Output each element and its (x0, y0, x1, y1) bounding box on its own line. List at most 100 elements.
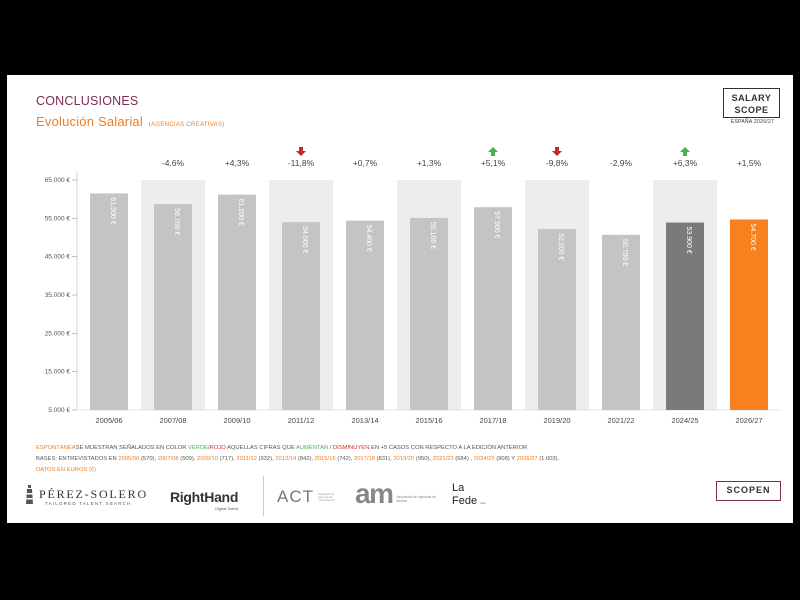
bar-value-label: 61.200 € (237, 199, 244, 226)
note-text-c: AQUELLAS CIFRAS QUE (225, 445, 296, 451)
bar (346, 220, 384, 410)
bases-year: 2009/10 (197, 456, 219, 462)
bases-year: 2007/08 (157, 456, 179, 462)
x-tick-label: 2019/20 (543, 416, 570, 425)
salary-scope-logo: SALARY SCOPE (723, 88, 780, 118)
bar-value-label: 58.700 € (173, 208, 180, 235)
bar-value-label: 54.000 € (301, 226, 308, 253)
bases-count: (908) Y (494, 456, 517, 462)
axis-layer: 5.000 € 15.000 € 25.000 € 35.000 € 45.000 € 5… (45, 172, 781, 414)
bar (666, 222, 704, 410)
change-label: +4,3% (225, 158, 250, 168)
bases-year: 2019/20 (393, 456, 415, 462)
lighthouse-icon (26, 485, 33, 504)
bar-value-label: 54.400 € (365, 225, 372, 252)
footnote-legend: ESPONTÁNEASE MUESTRAN SEÑALADOS EN COLOR… (36, 443, 559, 454)
scopen-logo: SCOPEN (716, 481, 781, 501)
bases-label: BASES: ENTREVISTADOS EN (36, 456, 119, 462)
bar (538, 229, 576, 410)
bar-value-label: 61.500 € (109, 197, 116, 224)
note-text-e: EN +5 CASOS CON RESPECTO A LA EDICIÓN AN… (369, 445, 528, 451)
bases-year: 2024/25 (473, 456, 495, 462)
bar (218, 194, 256, 410)
y-tick-label: 5.000 € (48, 407, 70, 414)
bases-count: (684) , (453, 456, 474, 462)
am-tagline: Asociación de Agencias de Medios (396, 494, 436, 503)
change-label: +1,5% (737, 158, 762, 168)
section-title: CONCLUSIONES (36, 94, 139, 108)
footnotes: ESPONTÁNEASE MUESTRAN SEÑALADOS EN COLOR… (36, 443, 559, 476)
y-tick-label: 25.000 € (45, 330, 71, 337)
arrow-down-icon (552, 147, 562, 156)
am-name: am (355, 478, 394, 509)
bar-value-label: 54.700 € (749, 223, 756, 250)
note-disminuyen: DISMINUYEN (332, 445, 370, 451)
righthand-name: RightHand (170, 489, 239, 505)
footnote-bases: BASES: ENTREVISTADOS EN 2005/06 (570), 2… (36, 454, 559, 465)
la-fede-logo: La Fede fede (452, 482, 486, 510)
y-tick-label: 65.000 € (45, 177, 71, 184)
act-tagline: Asociación de Agencias de Comunicación (318, 493, 335, 503)
arrow-up-icon (488, 147, 498, 156)
note-sep: / (208, 445, 210, 451)
perez-solero-name: PÉREZ-SOLERO (39, 487, 148, 501)
bar-layer (90, 193, 768, 410)
salary-scope-logo-line1: SALARY (731, 93, 772, 103)
footnote-currency: DATOS EN EUROS (€) (36, 467, 97, 473)
logo-divider (263, 476, 264, 516)
change-label: +6,3% (673, 158, 698, 168)
bar (474, 207, 512, 410)
note-espontanea: ESPONTÁNEA (36, 445, 76, 451)
note-text-d: / (328, 445, 333, 451)
bar (602, 234, 640, 410)
bases-count: (509), (178, 456, 198, 462)
bar-value-label: 55.100 € (429, 222, 436, 249)
bases-count: (831), (374, 456, 394, 462)
bar-value-label: 53.900 € (685, 227, 692, 254)
bar (730, 219, 768, 410)
x-tick-label: 2005/06 (95, 416, 122, 425)
change-label: -9,8% (546, 158, 569, 168)
salary-scope-logo-line2: SCOPE (734, 105, 769, 115)
x-tick-label: 2013/14 (351, 416, 378, 425)
perez-solero-logo: PÉREZ-SOLERO TAILORED TALENT SEARCH (25, 485, 148, 506)
x-tick-label: 2021/22 (607, 416, 634, 425)
note-verde: VERDE (188, 445, 209, 451)
change-label: +1,3% (417, 158, 442, 168)
perez-solero-tagline: TAILORED TALENT SEARCH (45, 501, 132, 506)
bar-value-label: 57.900 € (493, 211, 500, 238)
chart-title-text: Evolución Salarial (36, 114, 143, 129)
y-tick-label: 35.000 € (45, 292, 71, 299)
salary-evolution-chart: 5.000 € 15.000 € 25.000 € 35.000 € 45.000 € 5… (45, 147, 781, 425)
y-tick-label: 45.000 € (45, 254, 71, 261)
bases-count: (950), (414, 456, 433, 462)
x-tick-label: 2026/27 (735, 416, 762, 425)
note-rojo: ROJO (209, 445, 226, 451)
x-tick-label: 2015/16 (415, 416, 442, 425)
chart-title: Evolución Salarial (AGENCIAS CREATIVAS) (36, 114, 225, 129)
x-tick-label: 2017/18 (479, 416, 506, 425)
bar (90, 193, 128, 410)
bases-year: 2013/14 (275, 456, 297, 462)
x-tick-label: 2024/25 (671, 416, 698, 425)
bases-year: 2017/18 (353, 456, 375, 462)
y-tick-label: 55.000 € (45, 215, 71, 222)
y-tick-label: 15.000 € (45, 369, 71, 376)
am-logo: am Asociación de Agencias de Medios (355, 480, 441, 508)
x-tick-label: 2007/08 (159, 416, 186, 425)
change-label: +5,1% (481, 158, 506, 168)
bases-count: (1.003). (537, 456, 560, 462)
bar-value-label: 52.200 € (557, 233, 564, 260)
bar (154, 204, 192, 410)
label-layer: 61.500 € 2005/06 58.700 € 2007/08 -4,6% 61.20… (95, 147, 763, 425)
righthand-logo: RightHand Digital Talent (170, 489, 238, 511)
la-fede-small: fede (480, 501, 486, 505)
bases-year: 2026/27 (516, 456, 538, 462)
bases-count: (742), (335, 456, 354, 462)
arrow-up-icon (680, 147, 690, 156)
bases-year: 2015/16 (314, 456, 336, 462)
change-label: -2,9% (610, 158, 633, 168)
change-label: -4,6% (162, 158, 185, 168)
bar-value-label: 50.700 € (621, 239, 628, 266)
chart-title-note: (AGENCIAS CREATIVAS) (148, 122, 225, 128)
